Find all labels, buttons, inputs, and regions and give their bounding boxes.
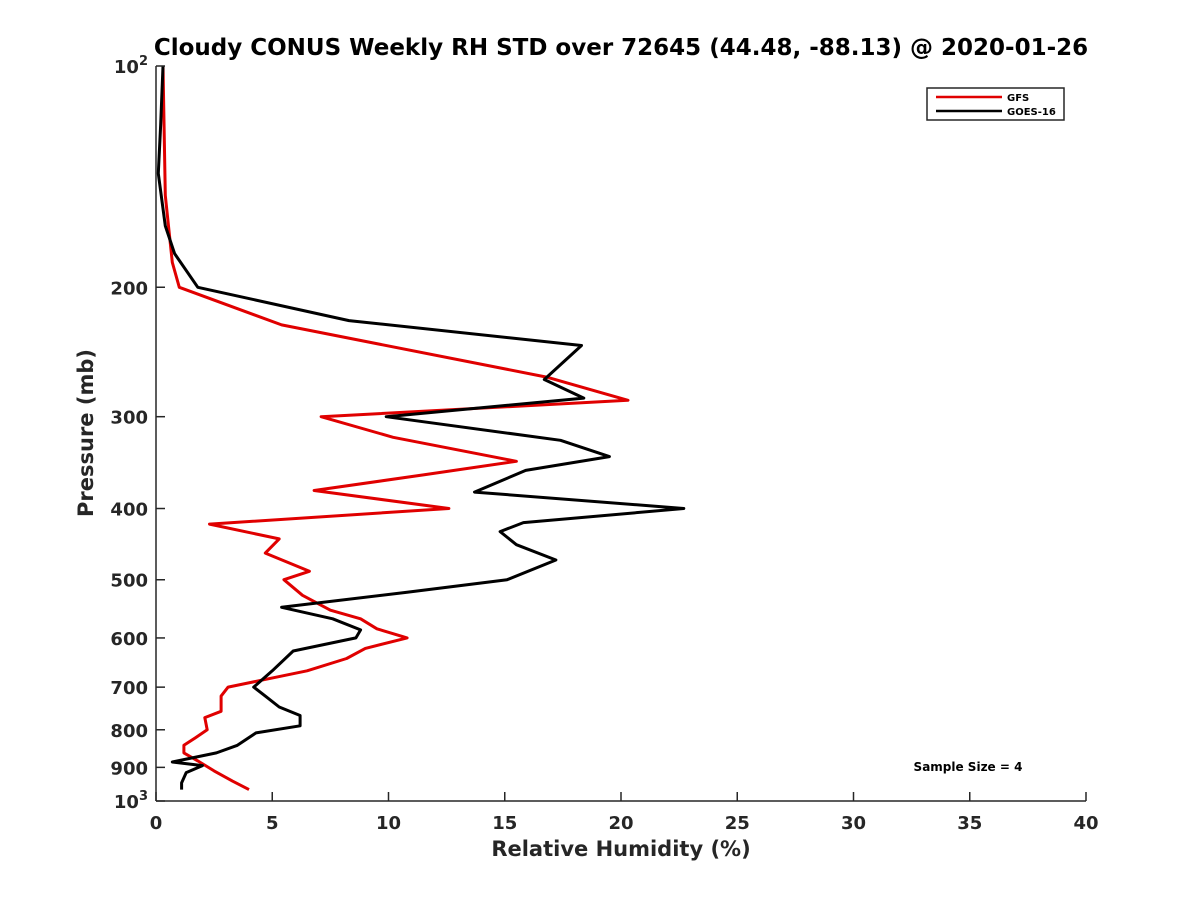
x-tick-label: 20 [608,813,633,834]
sample-size-annotation: Sample Size = 4 [914,760,1023,774]
x-tick-label: 5 [266,813,279,834]
y-axis-label: Pressure (mb) [74,349,98,517]
y-tick-label: 102 [114,54,148,78]
series-line-goes-16 [156,65,686,790]
x-tick-label: 15 [492,813,517,834]
y-tick-label: 800 [110,721,148,742]
y-tick-label: 900 [110,758,148,779]
x-tick-label: 25 [725,813,750,834]
x-axis-label: Relative Humidity (%) [491,837,750,861]
chart-title: Cloudy CONUS Weekly RH STD over 72645 (4… [154,35,1088,61]
series-layer [156,65,686,791]
chart-legend: GFS GOES-16 [926,87,1065,121]
y-tick-label: 300 [110,408,148,429]
y-tick-label: 400 [110,500,148,521]
y-tick-label: 700 [110,678,148,699]
x-tick-label: 10 [376,813,401,834]
axes-layer: 0 5 10 15 20 25 30 35 40 102 200 300 400 500 600 700 800… [110,54,1098,834]
series-line-gfs [161,65,630,791]
x-tick-label: 0 [150,813,163,834]
y-tick-label: 600 [110,629,148,650]
legend-label: GFS [1007,93,1029,104]
y-tick-label: 200 [110,278,148,299]
y-tick-label: 500 [110,571,148,592]
legend-label: GOES-16 [1007,107,1056,118]
x-tick-label: 30 [841,813,866,834]
x-tick-label: 40 [1073,813,1098,834]
y-tick-label: 103 [114,789,148,813]
x-tick-label: 35 [957,813,982,834]
legend-box [926,87,1065,121]
